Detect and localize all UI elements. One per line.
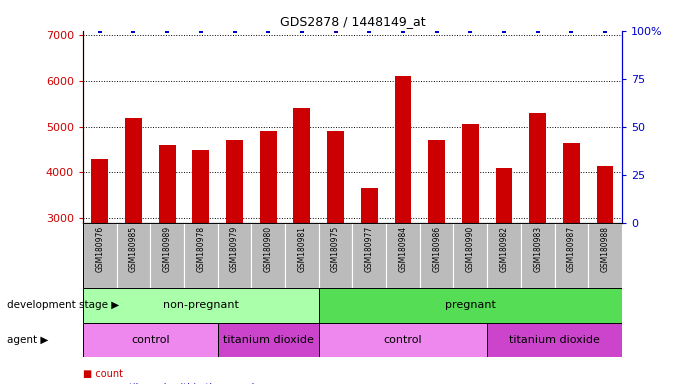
- Point: [229, 28, 240, 34]
- Point: [128, 28, 139, 34]
- Point: [196, 28, 207, 34]
- Text: control: control: [131, 335, 169, 345]
- Bar: [226, 141, 243, 355]
- Bar: [184, 223, 218, 288]
- Bar: [487, 223, 521, 288]
- Text: GSM180986: GSM180986: [432, 226, 441, 272]
- Bar: [319, 288, 622, 323]
- Text: control: control: [384, 335, 422, 345]
- Bar: [151, 223, 184, 288]
- Point: [532, 28, 543, 34]
- Bar: [529, 113, 546, 355]
- Bar: [588, 223, 622, 288]
- Point: [465, 28, 476, 34]
- Bar: [192, 150, 209, 355]
- Text: pregnant: pregnant: [445, 300, 495, 310]
- Bar: [83, 288, 319, 323]
- Bar: [252, 223, 285, 288]
- Point: [330, 28, 341, 34]
- Bar: [554, 223, 588, 288]
- Point: [94, 28, 105, 34]
- Bar: [386, 223, 420, 288]
- Bar: [327, 131, 344, 355]
- Bar: [395, 76, 411, 355]
- Point: [431, 28, 442, 34]
- Text: GSM180985: GSM180985: [129, 226, 138, 272]
- Text: GSM180977: GSM180977: [365, 226, 374, 272]
- Text: GSM180975: GSM180975: [331, 226, 340, 272]
- Text: GSM180981: GSM180981: [297, 226, 306, 272]
- Text: GSM180988: GSM180988: [600, 226, 609, 272]
- Bar: [218, 323, 319, 357]
- Bar: [91, 159, 108, 355]
- Text: GSM180987: GSM180987: [567, 226, 576, 272]
- Text: GSM180980: GSM180980: [264, 226, 273, 272]
- Point: [397, 28, 408, 34]
- Bar: [420, 223, 453, 288]
- Title: GDS2878 / 1448149_at: GDS2878 / 1448149_at: [280, 15, 425, 28]
- Bar: [596, 166, 614, 355]
- Text: ■ count: ■ count: [83, 369, 123, 379]
- Text: titanium dioxide: titanium dioxide: [223, 335, 314, 345]
- Bar: [521, 223, 554, 288]
- Bar: [453, 223, 487, 288]
- Point: [363, 28, 375, 34]
- Bar: [260, 131, 276, 355]
- Bar: [218, 223, 252, 288]
- Point: [498, 28, 509, 34]
- Text: GSM180976: GSM180976: [95, 226, 104, 272]
- Bar: [319, 223, 352, 288]
- Bar: [159, 145, 176, 355]
- Bar: [428, 141, 445, 355]
- Text: GSM180978: GSM180978: [196, 226, 205, 272]
- Text: non-pregnant: non-pregnant: [163, 300, 239, 310]
- Point: [263, 28, 274, 34]
- Text: GSM180983: GSM180983: [533, 226, 542, 272]
- Text: GSM180989: GSM180989: [162, 226, 171, 272]
- Bar: [83, 223, 117, 288]
- Bar: [319, 323, 487, 357]
- Bar: [125, 118, 142, 355]
- Text: GSM180982: GSM180982: [500, 226, 509, 272]
- Bar: [117, 223, 151, 288]
- Bar: [352, 223, 386, 288]
- Text: agent ▶: agent ▶: [7, 335, 48, 345]
- Bar: [83, 323, 218, 357]
- Bar: [294, 108, 310, 355]
- Text: GSM180990: GSM180990: [466, 226, 475, 272]
- Point: [296, 28, 307, 34]
- Bar: [285, 223, 319, 288]
- Bar: [495, 168, 513, 355]
- Point: [162, 28, 173, 34]
- Text: ■ percentile rank within the sample: ■ percentile rank within the sample: [83, 383, 261, 384]
- Text: development stage ▶: development stage ▶: [7, 300, 119, 310]
- Bar: [487, 323, 622, 357]
- Text: GSM180979: GSM180979: [230, 226, 239, 272]
- Text: titanium dioxide: titanium dioxide: [509, 335, 600, 345]
- Point: [566, 28, 577, 34]
- Bar: [563, 143, 580, 355]
- Point: [600, 28, 611, 34]
- Bar: [361, 189, 378, 355]
- Bar: [462, 124, 479, 355]
- Text: GSM180984: GSM180984: [399, 226, 408, 272]
